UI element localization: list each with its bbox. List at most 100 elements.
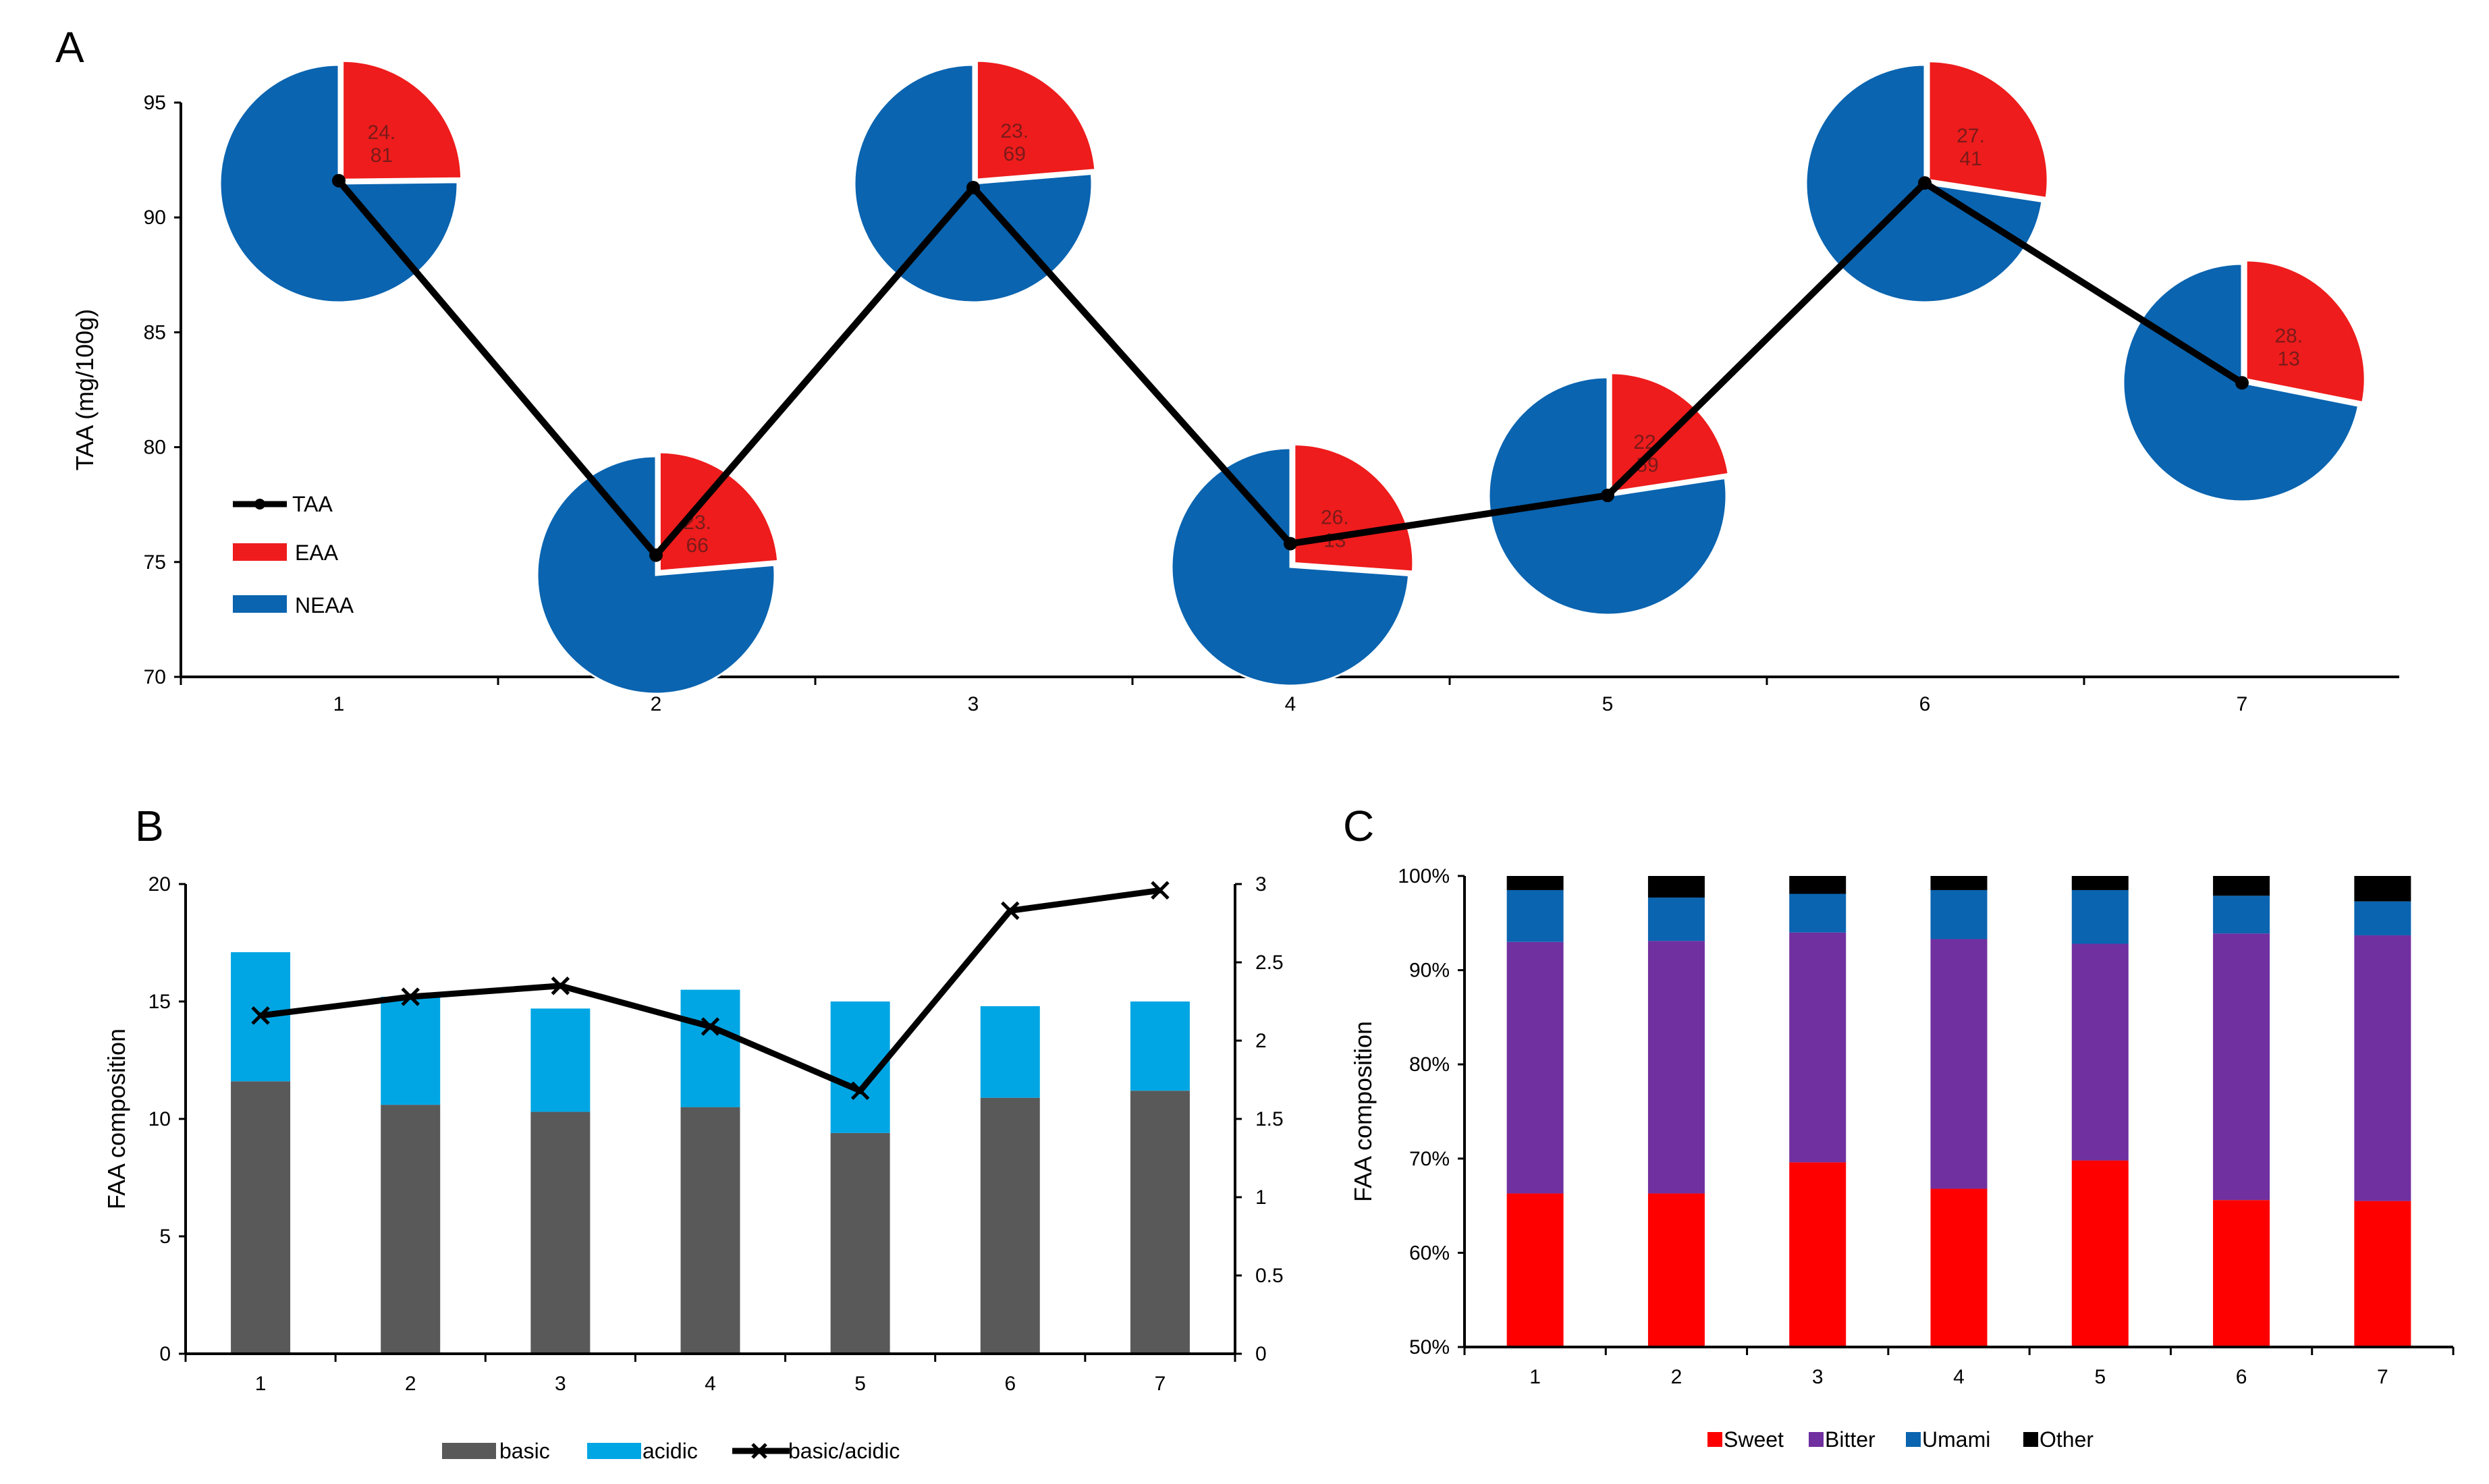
c-y-tick-label: 60% [1409,1242,1450,1264]
c-y-axis-title: FAA composition [1349,1021,1377,1202]
b-y2-tick-label: 1 [1255,1186,1267,1209]
b-y2-tick-label: 0.5 [1255,1265,1284,1287]
legend-swatch-eaa [233,543,287,561]
bar-sweet [2213,1200,2270,1347]
pie-label-bottom: 66 [686,534,708,557]
b-x-tick-label: 1 [255,1373,267,1395]
bar-other [1930,876,1988,890]
taa-point [2235,376,2249,390]
bar-umami [2354,901,2411,935]
a-y-tick-label: 85 [144,321,166,343]
ratio-point [850,1081,870,1101]
bar-basic [980,1097,1040,1354]
a-x-tick-label: 6 [1919,693,1931,715]
pie-slice-eaa [1927,60,2049,200]
taa-point [332,173,346,188]
bar-basic [530,1111,591,1354]
c-y-tick-label: 50% [1409,1336,1450,1358]
panel-letter-b: B [135,802,164,850]
pie-slice-neaa [219,63,459,304]
bar-bitter [1930,939,1988,1189]
legend-swatch-neaa [233,595,287,613]
pie-label-bottom: 13 [2278,348,2300,370]
bar-bitter [1647,941,1705,1194]
a-y-tick-label: 70 [144,666,166,688]
c-x-tick-label: 2 [1671,1366,1683,1388]
b-y2-tick-label: 2.5 [1255,952,1284,974]
panel-letter-a: A [55,23,84,72]
bar-sweet [1506,1193,1564,1347]
pie-label-top: 28. [2274,325,2303,347]
b-y-tick-label: 15 [148,991,171,1013]
bar-acidic [680,989,740,1107]
bar-basic [381,1105,441,1354]
c-x-tick-label: 5 [2094,1366,2106,1388]
a-y-tick-label: 80 [144,437,166,459]
bar-other [1789,876,1847,894]
taa-point [1284,537,1297,551]
bar-sweet [1789,1162,1847,1347]
legend-label-bitter: Bitter [1825,1427,1876,1452]
taa-point [649,548,663,562]
a-y-tick-label: 75 [144,551,166,574]
bar-sweet [1930,1188,1988,1347]
pie-label-top: 27. [1957,125,1985,147]
legend-swatch-acidic [587,1443,641,1459]
b-y-tick-label: 0 [159,1343,171,1365]
bar-umami [2213,896,2270,934]
b-y-tick-label: 10 [148,1108,171,1130]
c-y-tick-label: 80% [1409,1053,1450,1076]
legend-label-neaa: NEAA [295,593,354,617]
legend-swatch-taa-marker [254,499,265,510]
bar-sweet [1647,1193,1705,1347]
legend-label-other: Other [2040,1427,2094,1452]
bar-bitter [2071,943,2129,1161]
panel-c-chart: 50% 60% 70% 80% 90% 100% 1 2 3 4 5 6 7 FAA compositio… [1349,865,2455,1452]
c-x-tick-label: 6 [2236,1366,2247,1388]
bar-bitter [1506,941,1564,1194]
bar-basic [1130,1091,1190,1354]
a-x-tick-label: 2 [651,693,662,715]
b-x-tick-label: 6 [1004,1373,1016,1395]
pie-label-bottom: 41 [1959,148,1981,170]
pie-label-bottom: 81 [371,144,393,167]
pie-label-top: 23. [1000,120,1029,142]
bar-acidic [1130,1001,1190,1091]
legend-swatch-ratio-marker [751,1443,767,1459]
b-x-tick-label: 3 [555,1373,566,1395]
taa-point [966,180,980,194]
c-y-tick-label: 70% [1409,1148,1450,1170]
a-x-tick-label: 3 [968,693,979,715]
b-x-tick-label: 4 [705,1373,716,1395]
b-y2-tick-label: 3 [1255,873,1267,896]
b-x-tick-label: 2 [405,1373,416,1395]
bar-basic [680,1107,740,1354]
pie-slice-eaa [1293,443,1415,573]
bar-acidic [980,1006,1040,1098]
c-y-tick-label: 90% [1409,960,1450,982]
pie-slice-eaa [658,451,779,572]
bar-sweet [2354,1201,2411,1347]
bar-other [2213,876,2270,896]
bar-other [2071,876,2129,890]
legend-swatch-basic [442,1443,496,1459]
bar-other [1506,876,1564,890]
legend-label-basic: basic [499,1439,550,1463]
pie-slice-eaa [2245,259,2366,404]
bar-umami [1930,889,1988,939]
legend-label-ratio: basic/acidic [788,1439,900,1463]
b-y-axis-title: FAA composition [103,1028,130,1209]
pie-slice-eaa [975,59,1097,181]
a-x-tick-label: 1 [333,693,345,715]
bar-basic [830,1132,890,1354]
ratio-point [251,1006,270,1025]
bar-sweet [2071,1160,2129,1347]
bar-acidic [381,997,441,1105]
pie-slice-eaa [341,59,463,181]
legend-label-taa: TAA [292,492,333,516]
ratio-point [551,977,570,995]
bar-bitter [2213,933,2270,1201]
b-y-tick-label: 20 [148,873,171,896]
a-x-tick-label: 4 [1285,693,1296,715]
